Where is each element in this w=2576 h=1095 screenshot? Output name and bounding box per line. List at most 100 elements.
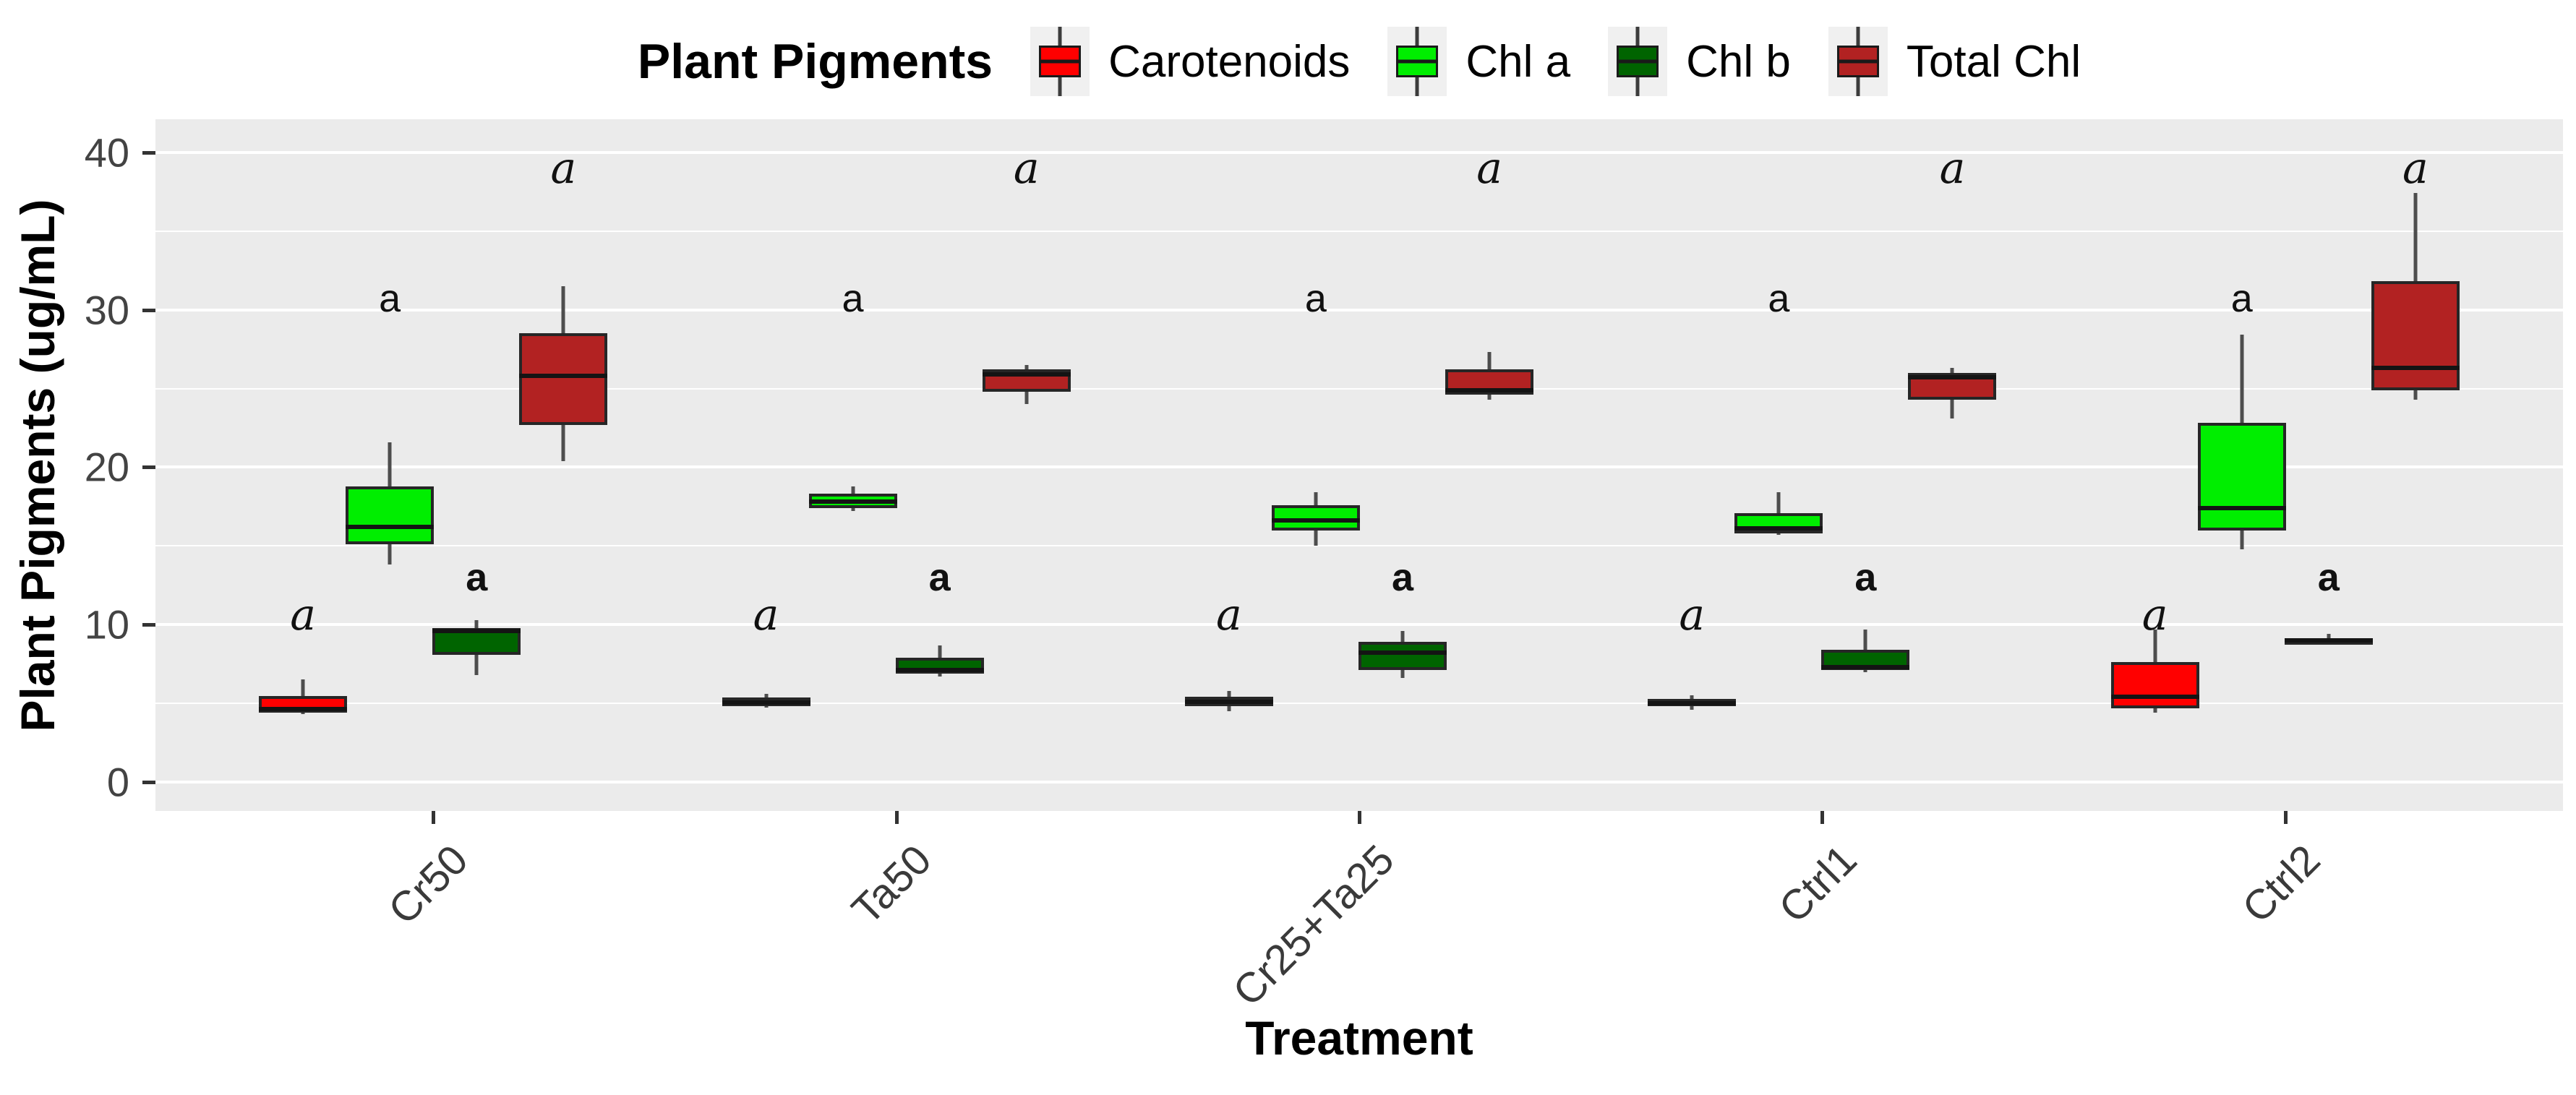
upper-whisker-carotenoids-ctrl1 — [1690, 695, 1694, 699]
lower-whisker-chl-a-cr50 — [388, 544, 392, 565]
median-line-chl-a-cr25ta25 — [1271, 518, 1360, 523]
significance-letter-chl-b-ctrl2: a — [2317, 555, 2340, 599]
median-line-carotenoids-cr50 — [259, 706, 348, 711]
upper-whisker-chl-b-cr50 — [474, 619, 479, 628]
lower-whisker-total-chl-cr25ta25 — [1487, 395, 1492, 400]
upper-whisker-chl-b-ctrl2 — [2327, 634, 2331, 639]
key-box — [1039, 46, 1082, 77]
boxplot-key-icon — [1387, 27, 1447, 96]
median-line-total-chl-cr25ta25 — [1445, 387, 1534, 392]
x-tick-label-Ctrl2: Ctrl2 — [2233, 836, 2329, 932]
significance-letter-total-chl-ctrl2: a — [2402, 142, 2429, 194]
x-axis-title: Treatment — [1245, 1011, 1473, 1065]
upper-whisker-carotenoids-cr50 — [301, 679, 305, 697]
upper-whisker-chl-a-ctrl2 — [2240, 335, 2244, 424]
major-gridline-0 — [155, 781, 2563, 783]
y-tick-mark-10 — [142, 623, 155, 627]
minor-gridline-25 — [155, 387, 2563, 390]
significance-letter-chl-a-cr25ta25: a — [1304, 277, 1327, 321]
upper-whisker-chl-b-ctrl1 — [1863, 629, 1867, 650]
upper-whisker-total-chl-cr25ta25 — [1487, 352, 1492, 370]
y-tick-mark-0 — [142, 781, 155, 784]
y-tick-label-10: 10 — [84, 601, 129, 648]
upper-whisker-total-chl-cr50 — [561, 285, 565, 334]
x-tick-label-Ctrl1: Ctrl1 — [1770, 836, 1867, 932]
key-box — [1617, 46, 1659, 77]
legend-label: Chl a — [1465, 36, 1571, 87]
x-tick-mark-Cr25+Ta25 — [1358, 811, 1361, 824]
upper-whisker-chl-b-cr25ta25 — [1400, 630, 1405, 643]
key-median-line — [1839, 59, 1877, 64]
median-line-chl-b-cr25ta25 — [1358, 650, 1447, 656]
median-line-chl-b-cr50 — [432, 628, 521, 633]
box-total-chl-cr50 — [519, 333, 608, 425]
significance-letter-carotenoids-cr25ta25: a — [1216, 590, 1242, 641]
significance-letter-chl-a-ctrl1: a — [1768, 277, 1790, 321]
lower-whisker-total-chl-cr50 — [561, 424, 565, 461]
x-tick-mark-Ctrl1 — [1820, 811, 1825, 824]
box-total-chl-ctrl2 — [2371, 281, 2460, 390]
legend-entry-chl-b: Chl b — [1608, 27, 1791, 96]
median-line-total-chl-ta50 — [982, 372, 1071, 377]
minor-gridline-5 — [155, 703, 2563, 705]
median-line-total-chl-cr50 — [519, 374, 608, 379]
boxplot-key-icon — [1030, 27, 1090, 96]
major-gridline-30 — [155, 308, 2563, 312]
significance-letter-carotenoids-ta50: a — [753, 590, 779, 641]
median-line-chl-b-ta50 — [895, 668, 984, 673]
lower-whisker-carotenoids-ta50 — [764, 706, 768, 708]
upper-whisker-chl-a-cr25ta25 — [1314, 492, 1318, 505]
lower-whisker-carotenoids-ctrl2 — [2153, 708, 2157, 713]
lower-whisker-total-chl-ta50 — [1024, 391, 1029, 405]
significance-letter-total-chl-cr25ta25: a — [1476, 142, 1502, 194]
chart-title: Plant Pigments — [637, 34, 993, 89]
legend-entry-total-chl: Total Chl — [1828, 27, 2081, 96]
upper-whisker-total-chl-ctrl1 — [1950, 368, 1954, 373]
x-tick-label-Cr25+Ta25: Cr25+Ta25 — [1223, 836, 1403, 1015]
lower-whisker-total-chl-ctrl1 — [1950, 399, 1954, 418]
y-tick-mark-30 — [142, 308, 155, 312]
minor-gridline-15 — [155, 545, 2563, 547]
upper-whisker-chl-b-ta50 — [938, 645, 942, 658]
box-chl-b-cr25ta25 — [1358, 642, 1447, 671]
significance-letter-carotenoids-ctrl2: a — [2141, 590, 2168, 641]
lower-whisker-chl-b-cr25ta25 — [1400, 670, 1405, 679]
legend: Plant Pigments Carotenoids Chl a Chl b Tota… — [155, 22, 2563, 101]
median-line-carotenoids-cr25ta25 — [1184, 699, 1273, 704]
significance-letter-total-chl-ta50: a — [1013, 142, 1040, 194]
median-line-chl-b-ctrl1 — [1821, 665, 1910, 669]
legend-entry-carotenoids: Carotenoids — [1030, 27, 1350, 96]
y-tick-label-30: 30 — [84, 287, 129, 333]
significance-letter-chl-a-cr50: a — [379, 277, 401, 321]
lower-whisker-total-chl-ctrl2 — [2413, 390, 2418, 400]
median-line-carotenoids-ctrl2 — [2110, 695, 2199, 700]
major-gridline-40 — [155, 150, 2563, 154]
legend-label: Total Chl — [1906, 36, 2081, 87]
median-line-carotenoids-ta50 — [722, 700, 810, 705]
median-line-chl-a-ctrl1 — [1734, 526, 1823, 531]
lower-whisker-chl-b-cr50 — [474, 654, 479, 675]
upper-whisker-carotenoids-cr25ta25 — [1227, 690, 1231, 697]
significance-letter-chl-a-ctrl2: a — [2230, 277, 2253, 321]
box-carotenoids-ctrl2 — [2110, 662, 2199, 708]
major-gridline-10 — [155, 623, 2563, 627]
legend-entry-chl-a: Chl a — [1387, 27, 1570, 96]
significance-letter-chl-b-ctrl1: a — [1854, 555, 1877, 599]
x-tick-mark-Ta50 — [894, 811, 899, 824]
significance-letter-carotenoids-cr50: a — [290, 590, 316, 641]
key-median-line — [1398, 59, 1437, 64]
key-box — [1396, 46, 1439, 77]
x-tick-label-Cr50: Cr50 — [380, 836, 477, 934]
upper-whisker-total-chl-ta50 — [1024, 364, 1029, 370]
y-tick-label-0: 0 — [106, 759, 129, 805]
upper-whisker-chl-a-cr50 — [388, 442, 392, 486]
y-tick-mark-40 — [142, 150, 155, 155]
x-tick-label-Ta50: Ta50 — [842, 836, 941, 934]
significance-letter-chl-b-cr50: a — [466, 555, 488, 599]
lower-whisker-carotenoids-ctrl1 — [1690, 706, 1694, 710]
significance-letter-total-chl-cr50: a — [550, 142, 577, 194]
lower-whisker-carotenoids-cr25ta25 — [1227, 706, 1231, 711]
legend-label: Chl b — [1686, 36, 1791, 87]
median-line-total-chl-ctrl2 — [2371, 366, 2460, 371]
